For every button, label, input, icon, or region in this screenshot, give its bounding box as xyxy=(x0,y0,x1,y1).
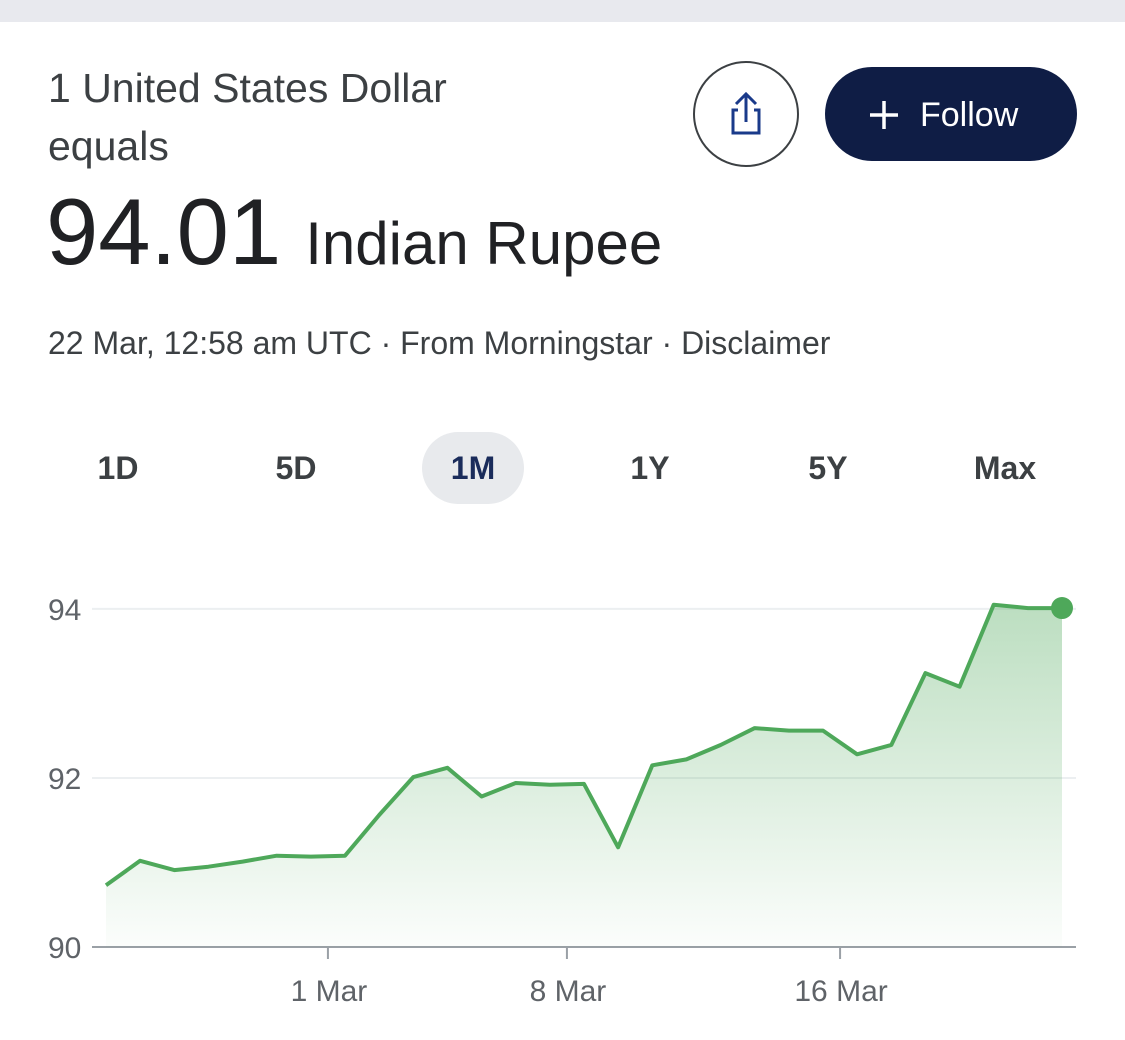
top-bar xyxy=(0,0,1125,22)
plus-icon[interactable] xyxy=(870,101,898,129)
price-line xyxy=(104,602,1062,887)
area-fill xyxy=(106,604,1062,947)
tab-label[interactable]: 5D xyxy=(276,450,317,486)
y-tick-label: 94 xyxy=(48,594,81,627)
x-tick-label: 8 Mar xyxy=(530,975,607,1008)
end-marker xyxy=(1051,597,1073,620)
y-tick-label: 90 xyxy=(48,932,81,965)
range-tabs: 1D 5D 1M 1Y 5Y Max xyxy=(98,432,1036,504)
chart: 90 92 94 1 Mar 8 Mar 16 Mar xyxy=(48,594,1076,1008)
follow-button[interactable]: Follow xyxy=(825,67,1077,161)
share-button[interactable] xyxy=(693,61,799,167)
rate-value: 94.01 xyxy=(46,179,281,284)
pair-line: 1 United States Dollar xyxy=(48,65,447,111)
currency-name: Indian Rupee xyxy=(305,210,662,277)
tab-highlight[interactable] xyxy=(422,432,524,504)
meta-line[interactable]: 22 Mar, 12:58 am UTC · From Morningstar … xyxy=(48,325,831,361)
tab-label[interactable]: 1M xyxy=(451,450,495,486)
y-tick-label: 92 xyxy=(48,763,81,796)
x-tick-label: 16 Mar xyxy=(794,975,887,1008)
x-tick-label: 1 Mar xyxy=(291,975,368,1008)
follow-label[interactable]: Follow xyxy=(920,96,1019,134)
share-icon[interactable] xyxy=(731,91,761,135)
tab-label[interactable]: Max xyxy=(974,450,1036,486)
tab-label[interactable]: 1Y xyxy=(630,450,669,486)
tab-label[interactable]: 1D xyxy=(98,450,139,486)
tab-label[interactable]: 5Y xyxy=(808,450,847,486)
equals-text: equals xyxy=(48,123,169,169)
follow-bg[interactable] xyxy=(825,67,1077,161)
